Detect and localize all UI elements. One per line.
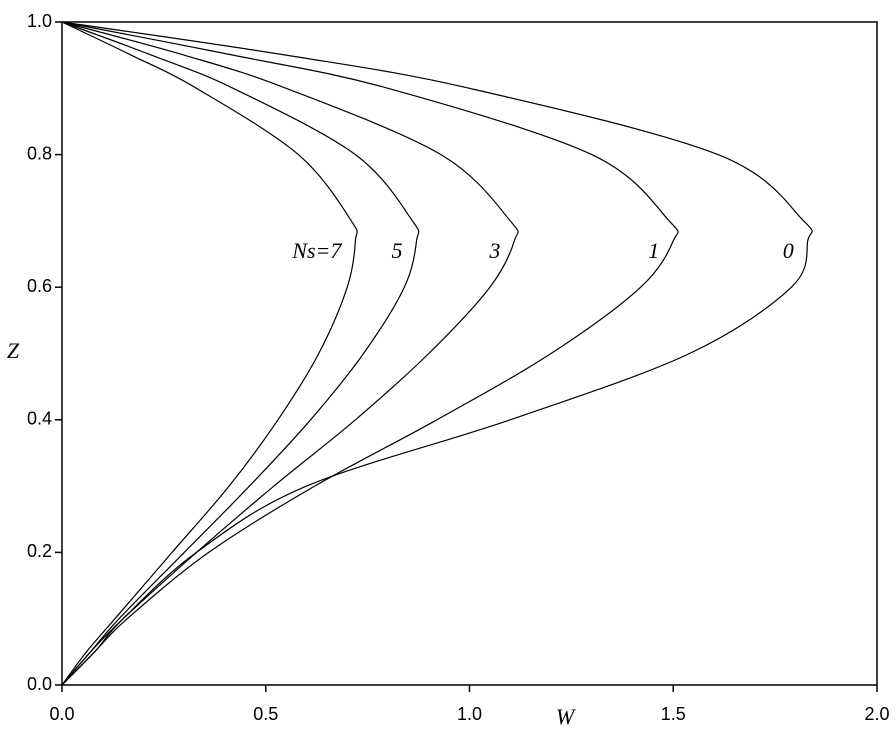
x-tick-label: 1.5 xyxy=(661,704,686,724)
curve-label: 3 xyxy=(488,238,500,263)
y-tick-label: 0.0 xyxy=(27,674,52,694)
y-tick-label: 0.2 xyxy=(27,541,52,561)
x-tick-label: 0.0 xyxy=(49,704,74,724)
y-tick-label: 0.4 xyxy=(27,409,52,429)
x-tick-label: 0.5 xyxy=(253,704,278,724)
curve-label: 5 xyxy=(392,238,403,263)
x-axis-label: W xyxy=(556,704,576,729)
curve xyxy=(61,21,813,686)
curve-label: 0 xyxy=(783,238,794,263)
curve xyxy=(61,21,519,686)
y-tick-label: 0.8 xyxy=(27,143,52,163)
y-tick-label: 1.0 xyxy=(27,11,52,31)
curve xyxy=(61,21,420,686)
plot-frame xyxy=(61,21,878,686)
x-tick-label: 1.0 xyxy=(457,704,482,724)
y-axis-label: Z xyxy=(7,338,20,363)
curve-label: Ns=7 xyxy=(291,238,342,263)
y-tick-label: 0.6 xyxy=(27,276,52,296)
x-tick-label: 2.0 xyxy=(864,704,889,724)
curve xyxy=(61,21,679,686)
curve xyxy=(61,21,358,686)
curve-label: 1 xyxy=(648,238,659,263)
